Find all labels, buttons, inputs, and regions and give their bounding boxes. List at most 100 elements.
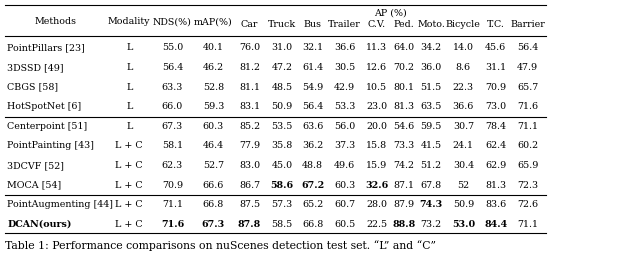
Text: 31.1: 31.1 [485,63,506,72]
Text: 76.0: 76.0 [239,43,260,52]
Text: 47.9: 47.9 [517,63,538,72]
Text: 60.3: 60.3 [334,180,355,189]
Text: 71.6: 71.6 [161,219,184,228]
Text: Bicycle: Bicycle [446,20,481,29]
Text: 31.0: 31.0 [271,43,292,52]
Text: Modality: Modality [108,17,150,26]
Text: 73.2: 73.2 [420,219,442,228]
Text: 88.8: 88.8 [392,219,415,228]
Text: 64.0: 64.0 [393,43,415,52]
Text: 45.6: 45.6 [485,43,506,52]
Text: 78.4: 78.4 [485,121,506,130]
Text: 60.3: 60.3 [203,121,224,130]
Text: 81.1: 81.1 [239,82,260,91]
Text: 83.0: 83.0 [239,161,260,169]
Text: T.C.: T.C. [487,20,504,29]
Text: 60.7: 60.7 [334,200,355,209]
Text: 63.6: 63.6 [302,121,323,130]
Text: 23.0: 23.0 [366,102,387,111]
Text: 58.1: 58.1 [162,141,183,150]
Text: mAP(%): mAP(%) [194,17,233,26]
Text: 62.4: 62.4 [485,141,506,150]
Text: 57.3: 57.3 [271,200,292,209]
Text: 71.6: 71.6 [517,102,538,111]
Text: 59.5: 59.5 [420,121,442,130]
Text: 24.1: 24.1 [453,141,474,150]
Text: 47.2: 47.2 [271,63,292,72]
Text: Methods: Methods [35,17,77,26]
Text: Trailer: Trailer [328,20,361,29]
Text: 66.8: 66.8 [302,219,323,228]
Text: 71.1: 71.1 [517,219,538,228]
Text: L + C: L + C [115,200,143,209]
Text: 81.2: 81.2 [239,63,260,72]
Text: 70.2: 70.2 [394,63,414,72]
Text: 83.1: 83.1 [239,102,260,111]
Text: 84.4: 84.4 [484,219,508,228]
Text: PointAugmenting [44]: PointAugmenting [44] [7,200,113,209]
Text: 12.6: 12.6 [366,63,387,72]
Text: 63.5: 63.5 [420,102,442,111]
Text: L: L [126,121,132,130]
Text: 60.2: 60.2 [517,141,538,150]
Text: L + C: L + C [115,161,143,169]
Text: 60.5: 60.5 [334,219,355,228]
Text: 77.9: 77.9 [239,141,260,150]
Text: L + C: L + C [115,141,143,150]
Text: 74.3: 74.3 [419,200,443,209]
Text: 34.2: 34.2 [420,43,442,52]
Text: MOCA [54]: MOCA [54] [7,180,61,189]
Text: 10.5: 10.5 [366,82,387,91]
Text: 73.3: 73.3 [393,141,415,150]
Text: 50.9: 50.9 [271,102,292,111]
Text: 83.6: 83.6 [485,200,506,209]
Text: 54.9: 54.9 [302,82,323,91]
Text: 63.3: 63.3 [162,82,183,91]
Text: 41.5: 41.5 [420,141,442,150]
Text: L + C: L + C [115,180,143,189]
Text: AP (%): AP (%) [374,9,406,18]
Text: Centerpoint [51]: Centerpoint [51] [7,121,87,130]
Text: 30.5: 30.5 [334,63,355,72]
Text: 3DCVF [52]: 3DCVF [52] [7,161,64,169]
Text: NDS(%): NDS(%) [153,17,192,26]
Text: Truck: Truck [268,20,296,29]
Text: 32.1: 32.1 [302,43,323,52]
Text: 73.0: 73.0 [485,102,506,111]
Text: 85.2: 85.2 [239,121,260,130]
Text: DCAN(ours): DCAN(ours) [7,219,72,228]
Text: 54.6: 54.6 [393,121,415,130]
Text: 65.2: 65.2 [302,200,323,209]
Text: 14.0: 14.0 [453,43,474,52]
Text: CBGS [58]: CBGS [58] [7,82,58,91]
Text: L: L [126,43,132,52]
Text: 36.6: 36.6 [452,102,474,111]
Text: 56.4: 56.4 [517,43,538,52]
Text: 81.3: 81.3 [393,102,415,111]
Text: 46.4: 46.4 [203,141,224,150]
Text: 71.1: 71.1 [517,121,538,130]
Text: 48.5: 48.5 [271,82,292,91]
Text: 42.9: 42.9 [334,82,355,91]
Text: 61.4: 61.4 [302,63,323,72]
Text: 46.2: 46.2 [203,63,224,72]
Text: 67.8: 67.8 [420,180,442,189]
Text: 67.3: 67.3 [202,219,225,228]
Text: 67.3: 67.3 [162,121,183,130]
Text: PointPillars [23]: PointPillars [23] [7,43,85,52]
Text: L: L [126,102,132,111]
Text: 56.4: 56.4 [162,63,183,72]
Text: 87.9: 87.9 [393,200,415,209]
Text: 72.6: 72.6 [517,200,538,209]
Text: 15.8: 15.8 [366,141,387,150]
Text: 62.3: 62.3 [162,161,183,169]
Text: Car: Car [241,20,259,29]
Text: 40.1: 40.1 [203,43,224,52]
Text: 52.8: 52.8 [203,82,224,91]
Text: 71.1: 71.1 [162,200,183,209]
Text: Barrier: Barrier [510,20,545,29]
Text: 66.0: 66.0 [162,102,183,111]
Text: 51.2: 51.2 [420,161,442,169]
Text: 52: 52 [458,180,469,189]
Text: 72.3: 72.3 [517,180,538,189]
